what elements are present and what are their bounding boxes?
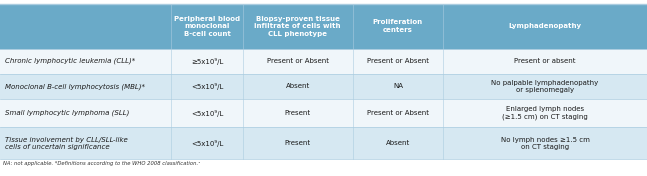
Text: Proliferation
centers: Proliferation centers bbox=[373, 19, 423, 33]
Text: Chronic lymphocytic leukemia (CLL)*: Chronic lymphocytic leukemia (CLL)* bbox=[5, 58, 135, 64]
Bar bbox=[0, 4, 647, 49]
Bar bbox=[0, 49, 647, 74]
Text: Present or absent: Present or absent bbox=[514, 58, 576, 64]
Bar bbox=[0, 127, 647, 159]
Text: Present: Present bbox=[285, 110, 311, 116]
Text: NA: not applicable. *Definitions according to the WHO 2008 classification.¹: NA: not applicable. *Definitions accordi… bbox=[3, 161, 201, 166]
Bar bbox=[0, 159, 647, 172]
Text: Tissue involvement by CLL/SLL-like
cells of uncertain significance: Tissue involvement by CLL/SLL-like cells… bbox=[5, 137, 128, 150]
Text: Absent: Absent bbox=[285, 83, 310, 89]
Text: <5x10⁹/L: <5x10⁹/L bbox=[191, 140, 223, 147]
Text: NA: NA bbox=[393, 83, 403, 89]
Text: No palpable lymphadenopathy
or splenomegaly: No palpable lymphadenopathy or splenomeg… bbox=[492, 80, 598, 93]
Text: ≥5x10⁹/L: ≥5x10⁹/L bbox=[191, 58, 223, 65]
Text: Biopsy-proven tissue
infiltrate of cells with
CLL phenotype: Biopsy-proven tissue infiltrate of cells… bbox=[254, 15, 341, 37]
Text: Peripheral blood
monoclonal
B-cell count: Peripheral blood monoclonal B-cell count bbox=[174, 15, 240, 37]
Text: Present or Absent: Present or Absent bbox=[367, 58, 429, 64]
Text: Lymphadenopathy: Lymphadenopathy bbox=[509, 23, 582, 29]
Bar bbox=[0, 74, 647, 99]
Text: <5x10⁹/L: <5x10⁹/L bbox=[191, 110, 223, 117]
Bar bbox=[0, 99, 647, 127]
Text: No lymph nodes ≥1.5 cm
on CT staging: No lymph nodes ≥1.5 cm on CT staging bbox=[501, 137, 589, 150]
Text: Enlarged lymph nodes
(≥1.5 cm) on CT staging: Enlarged lymph nodes (≥1.5 cm) on CT sta… bbox=[502, 106, 588, 120]
Text: <5x10⁹/L: <5x10⁹/L bbox=[191, 83, 223, 90]
Text: Present: Present bbox=[285, 140, 311, 146]
Text: Monoclonal B-cell lymphocytosis (MBL)*: Monoclonal B-cell lymphocytosis (MBL)* bbox=[5, 83, 145, 90]
Text: Small lymphocytic lymphoma (SLL): Small lymphocytic lymphoma (SLL) bbox=[5, 110, 129, 117]
Text: Absent: Absent bbox=[386, 140, 410, 146]
Text: Present or Absent: Present or Absent bbox=[367, 110, 429, 116]
Text: Present or Absent: Present or Absent bbox=[267, 58, 329, 64]
